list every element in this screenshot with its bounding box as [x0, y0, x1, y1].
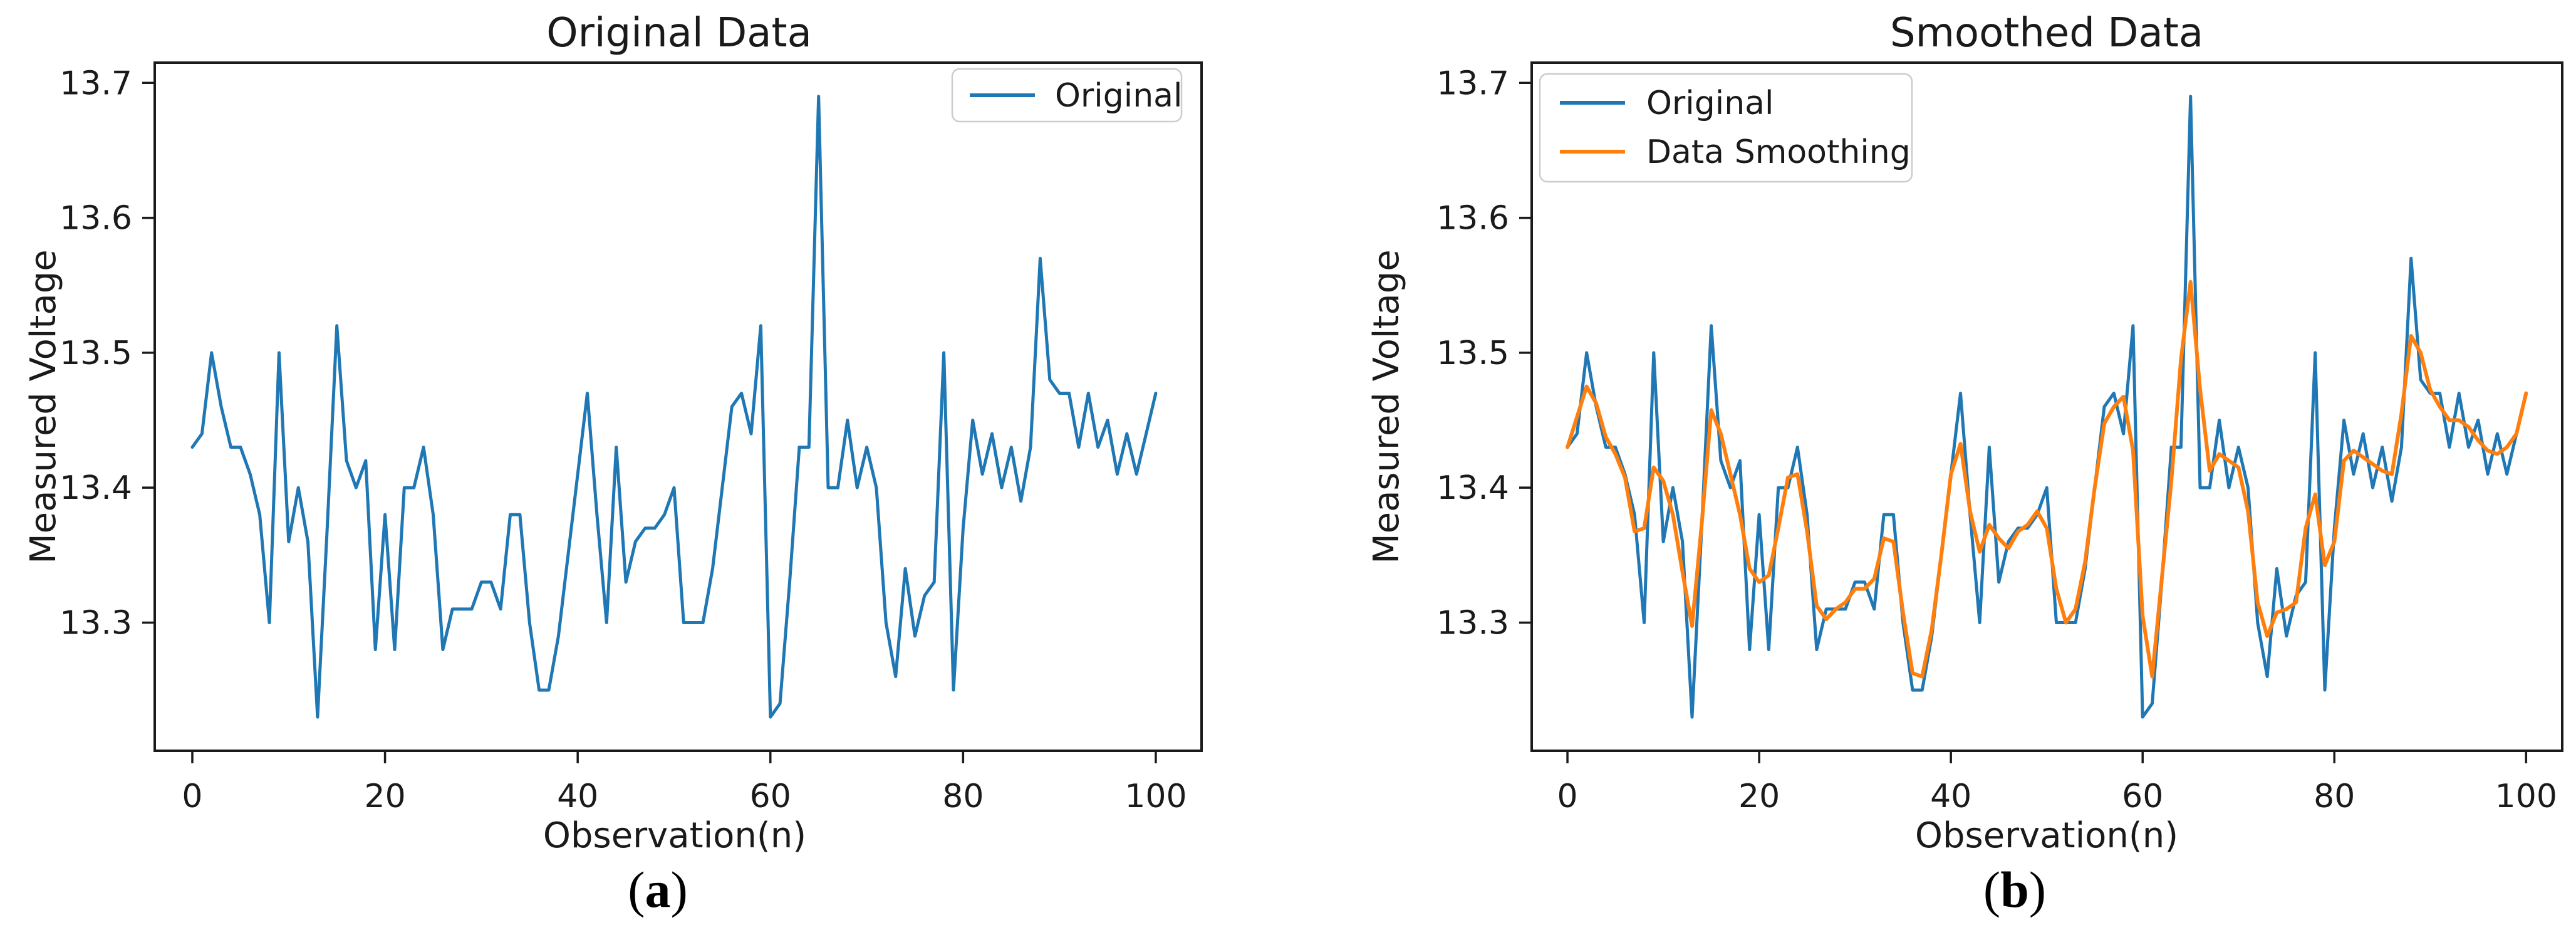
caption-paren-open: ( [1983, 861, 2000, 918]
y-tick-label: 13.6 [60, 200, 132, 238]
caption-paren-close: ) [671, 861, 688, 918]
y-axis-label: Measured Voltage [23, 249, 64, 563]
x-tick-label: 40 [557, 778, 598, 815]
plot-border [153, 61, 1203, 752]
y-tick-label: 13.5 [60, 335, 132, 372]
series-lines [1566, 95, 2528, 719]
y-tick-label: 13.3 [60, 604, 132, 642]
legend-border [1539, 73, 1913, 183]
legend-label-original: Original [1646, 85, 1774, 122]
axis-ticks: 0 20 40 60 80 100 13.7 13.6 13.5 13.4 13.3 [1436, 65, 2557, 815]
x-tick-label: 80 [942, 778, 984, 815]
y-tick-label: 13.5 [1436, 335, 1509, 372]
x-axis-label: Observation(n) [1915, 815, 2178, 856]
x-tick-label: 40 [1930, 778, 1971, 815]
y-tick-label: 13.7 [1436, 65, 1509, 102]
y-tick-label: 13.4 [1436, 469, 1509, 507]
x-tick-label: 80 [2314, 778, 2355, 815]
series-line-data-smoothing [1566, 280, 2528, 679]
series-line-original [1566, 95, 2528, 719]
y-tick-label: 13.6 [1436, 200, 1509, 238]
series-lines [190, 95, 1158, 719]
x-tick-label: 0 [1557, 778, 1578, 815]
caption-paren-open: ( [628, 861, 645, 918]
x-tick-label: 20 [1738, 778, 1780, 815]
caption-letter: b [2000, 861, 2029, 918]
legend: Original [951, 68, 1183, 123]
legend: Original Data Smoothing [1539, 73, 1913, 183]
caption-letter: a [645, 861, 671, 918]
x-tick-label: 60 [2122, 778, 2163, 815]
x-tick-label: 60 [750, 778, 791, 815]
series-line-original [190, 95, 1158, 719]
x-tick-label: 20 [364, 778, 405, 815]
subfigure-caption-a: (a) [628, 861, 688, 918]
legend-label-smoothing: Data Smoothing [1646, 133, 1911, 171]
chart-smoothed-data: 0 20 40 60 80 100 13.7 13.6 13.5 13.4 13.3 Smoothe… [1366, 10, 2563, 918]
caption-paren-close: ) [2029, 861, 2046, 918]
x-axis-label: Observation(n) [543, 815, 806, 856]
chart-title: Original Data [546, 10, 812, 56]
x-tick-label: 100 [2495, 778, 2557, 815]
y-tick-label: 13.7 [60, 65, 132, 102]
plot-border [1530, 61, 2563, 752]
x-tick-label: 0 [182, 778, 202, 815]
legend-label-original: Original [1055, 77, 1182, 115]
axis-ticks: 0 20 40 60 80 100 13.7 13.6 13.5 13.4 13.3 [60, 65, 1187, 815]
subfigure-caption-b: (b) [1983, 861, 2046, 918]
y-axis-label: Measured Voltage [1366, 249, 1407, 563]
legend-border [951, 68, 1183, 123]
chart-title: Smoothed Data [1890, 10, 2203, 56]
y-tick-label: 13.3 [1436, 604, 1509, 642]
chart-original-data: 0 20 40 60 80 100 13.7 13.6 13.5 13.4 13.3 Origina… [23, 10, 1203, 918]
y-tick-label: 13.4 [60, 469, 132, 507]
x-tick-label: 100 [1124, 778, 1187, 815]
